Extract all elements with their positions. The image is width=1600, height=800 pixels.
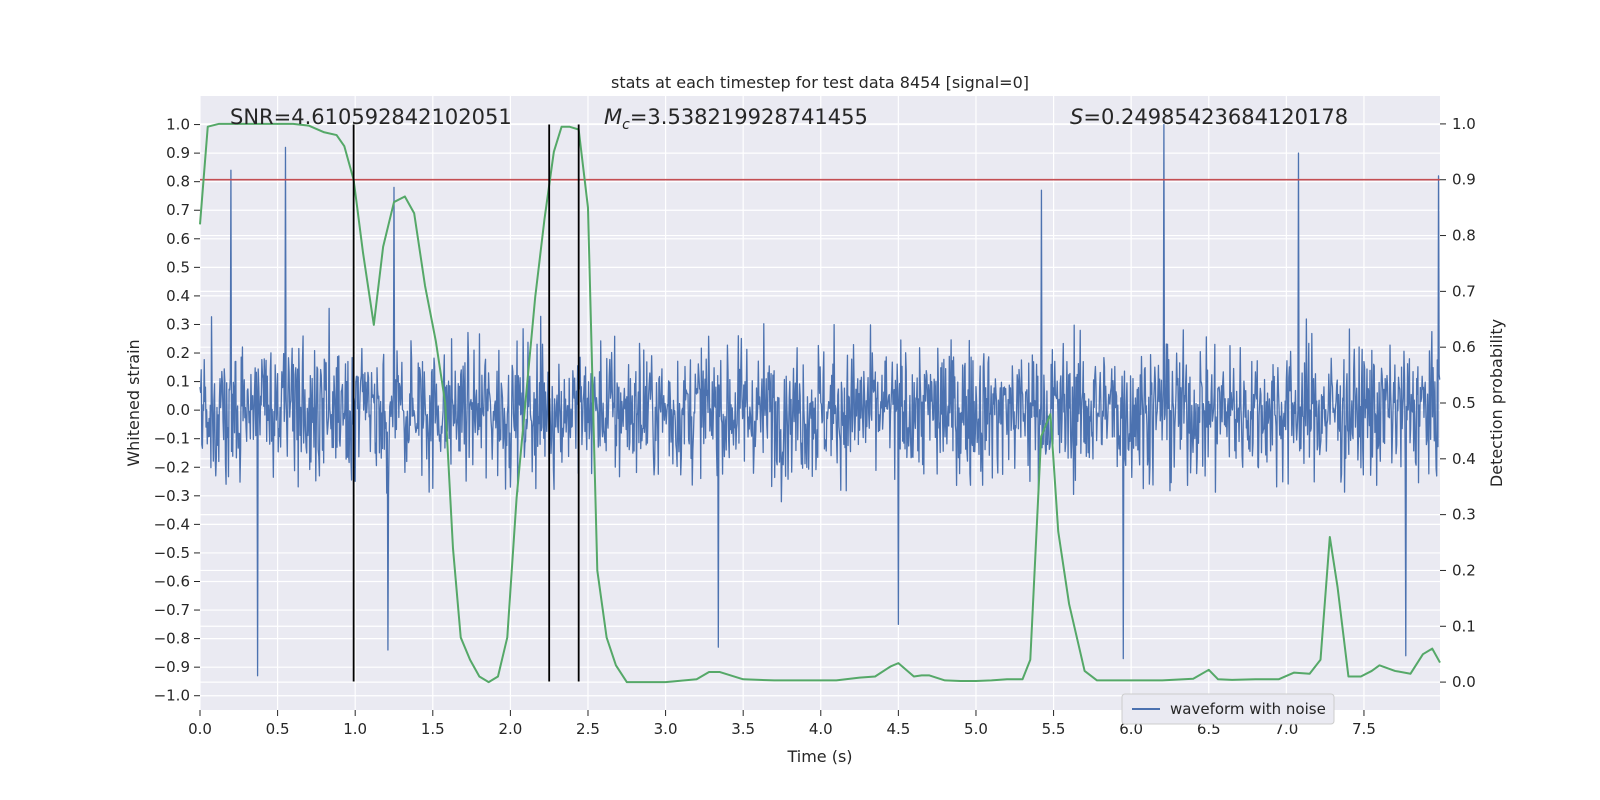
y-tick-label: −0.2: [154, 458, 190, 476]
y2-tick-label: 0.2: [1452, 561, 1476, 579]
probability-series: [199, 122, 1441, 684]
y-tick-label: −0.9: [154, 658, 190, 676]
x-tick-label: 4.5: [886, 720, 910, 738]
x-tick-label: 5.5: [1042, 720, 1066, 738]
y-tick-label: 0.9: [166, 144, 190, 162]
y-tick-label: 0.2: [166, 344, 190, 362]
y-tick-label: 0.4: [166, 287, 190, 305]
y2-tick-label: 0.5: [1452, 394, 1476, 412]
mc-subscript: c: [622, 117, 630, 133]
y-tick-label: 0.3: [166, 315, 190, 333]
y-tick-label: 0.7: [166, 201, 190, 219]
y2-tick-label: 0.4: [1452, 450, 1476, 468]
vertical-markers: [352, 124, 580, 682]
snr-annotation: SNR=4.610592842102051: [230, 105, 512, 129]
s-value: =0.24985423684120178: [1083, 105, 1348, 129]
x-axis-label: Time (s): [786, 747, 852, 766]
y2-axis-label: Detection probability: [1487, 319, 1506, 487]
y2-tick-label: 0.0: [1452, 673, 1476, 691]
legend: waveform with noise: [1121, 693, 1335, 725]
x-tick-label: 5.0: [964, 720, 988, 738]
y-axis-label: Whitened strain: [124, 339, 143, 466]
x-tick-label: 0.0: [188, 720, 212, 738]
y-tick-label: 0.6: [166, 230, 190, 248]
x-tick-label: 2.0: [498, 720, 522, 738]
mc-symbol: M: [604, 105, 622, 129]
x-tick-label: 1.5: [421, 720, 445, 738]
strain-line: [199, 123, 1441, 677]
y2-tick-label: 0.8: [1452, 227, 1476, 245]
y-tick-label: 0.1: [166, 373, 190, 391]
y-tick-label: 0.0: [166, 401, 190, 419]
probability-line: [199, 122, 1441, 684]
y-tick-label: −0.7: [154, 601, 190, 619]
y2-tick-label: 0.6: [1452, 338, 1476, 356]
legend-label: waveform with noise: [1170, 700, 1326, 718]
x-tick-label: 4.0: [809, 720, 833, 738]
y-tick-label: −0.5: [154, 544, 190, 562]
y2-tick-label: 0.7: [1452, 282, 1476, 300]
y2-tick-label: 0.3: [1452, 506, 1476, 524]
axes: 0.0 0.5 1.0 1.5 2.0 2.5 3.0 3.5 4.0 4.5 5.0 5.5 6.0 6…: [154, 115, 1476, 738]
s-annotation: S=0.24985423684120178: [1070, 105, 1348, 129]
strain-series: [199, 123, 1441, 677]
mc-value: =3.538219928741455: [630, 105, 868, 129]
x-tick-label: 0.5: [266, 720, 290, 738]
y-tick-label: 0.8: [166, 173, 190, 191]
y-tick-label: −0.8: [154, 630, 190, 648]
x-tick-label: 2.5: [576, 720, 600, 738]
y-tick-label: −1.0: [154, 687, 190, 705]
s-symbol: S: [1070, 105, 1083, 129]
y-tick-label: −0.4: [154, 515, 190, 533]
x-tick-label: 3.0: [654, 720, 678, 738]
y-tick-label: −0.1: [154, 430, 190, 448]
x-tick-label: 1.0: [343, 720, 367, 738]
mc-annotation: Mc=3.538219928741455: [604, 105, 868, 133]
y-tick-label: −0.6: [154, 572, 190, 590]
chart-title: stats at each timestep for test data 845…: [611, 73, 1029, 92]
legend-box: [1121, 693, 1335, 725]
y2-tick-label: 0.1: [1452, 617, 1476, 635]
y2-tick-label: 0.9: [1452, 171, 1476, 189]
y-tick-label: 1.0: [166, 116, 190, 134]
y-tick-label: 0.5: [166, 258, 190, 276]
x-tick-label: 7.5: [1352, 720, 1376, 738]
y-tick-label: −0.3: [154, 487, 190, 505]
x-tick-label: 3.5: [731, 720, 755, 738]
y2-tick-label: 1.0: [1452, 115, 1476, 133]
